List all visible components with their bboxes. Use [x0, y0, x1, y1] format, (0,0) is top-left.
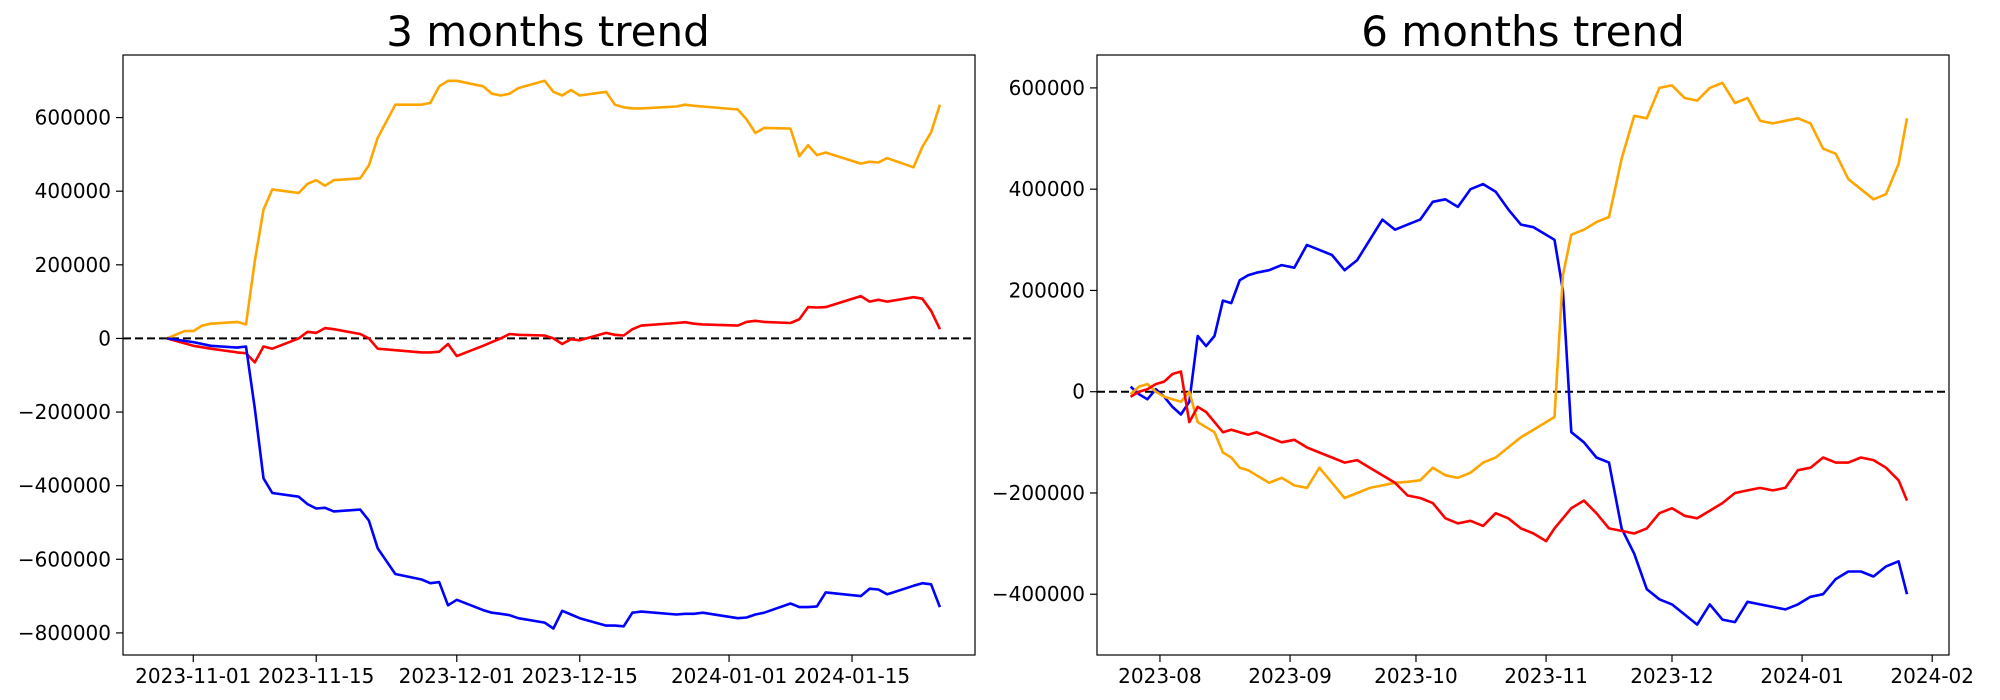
- y-tick-label: −200000: [18, 400, 111, 424]
- y-tick-label: 0: [1072, 380, 1085, 404]
- x-tick-label: 2024-01: [1760, 664, 1844, 688]
- y-tick-label: −600000: [18, 547, 111, 571]
- chart-title: 6 months trend: [1361, 7, 1685, 56]
- y-tick-label: −400000: [992, 582, 1085, 606]
- panel-6-months: 6 months trend 600000 400000 200000 0 −20000…: [992, 7, 1974, 688]
- y-tick-label: 600000: [1009, 76, 1085, 100]
- chart-title: 3 months trend: [386, 7, 710, 56]
- x-tick-label: 2023-08: [1118, 664, 1202, 688]
- y-tick-label: 400000: [1009, 177, 1085, 201]
- y-tick-label: −800000: [18, 621, 111, 645]
- y-tick-label: −400000: [18, 474, 111, 498]
- plot-frame: [122, 54, 976, 656]
- x-tick-label: 2023-12-15: [522, 664, 638, 688]
- x-tick-label: 2023-11: [1504, 664, 1588, 688]
- x-tick-label: 2023-12: [1630, 664, 1714, 688]
- y-tick-label: −200000: [992, 481, 1085, 505]
- y-tick-label: 0: [98, 326, 111, 350]
- x-tick-label: 2024-01-01: [671, 664, 787, 688]
- x-tick-label: 2024-02: [1890, 664, 1974, 688]
- y-tick-label: 200000: [1009, 278, 1085, 302]
- series-line-2: [166, 294, 942, 364]
- panel-3-months: 3 months trend 600000 400000 200000 0 −20000…: [18, 7, 976, 688]
- y-tick-label: 400000: [35, 179, 111, 203]
- x-tick-label: 2023-12-01: [399, 664, 515, 688]
- x-tick-label: 2023-11-15: [258, 664, 374, 688]
- x-tick-label: 2023-10: [1374, 664, 1458, 688]
- series-line-3: [1129, 370, 1909, 543]
- plot-frame: [1096, 54, 1950, 656]
- x-tick-label: 2023-09: [1248, 664, 1332, 688]
- series-line-3: [166, 337, 942, 630]
- x-tick-label: 2024-01-15: [794, 664, 910, 688]
- x-tick-label: 2023-11-01: [135, 664, 251, 688]
- series-line-1: [166, 79, 942, 340]
- series-line-2: [1129, 81, 1909, 500]
- series-line-1: [1129, 182, 1909, 626]
- y-tick-label: 600000: [35, 106, 111, 130]
- y-tick-label: 200000: [35, 253, 111, 277]
